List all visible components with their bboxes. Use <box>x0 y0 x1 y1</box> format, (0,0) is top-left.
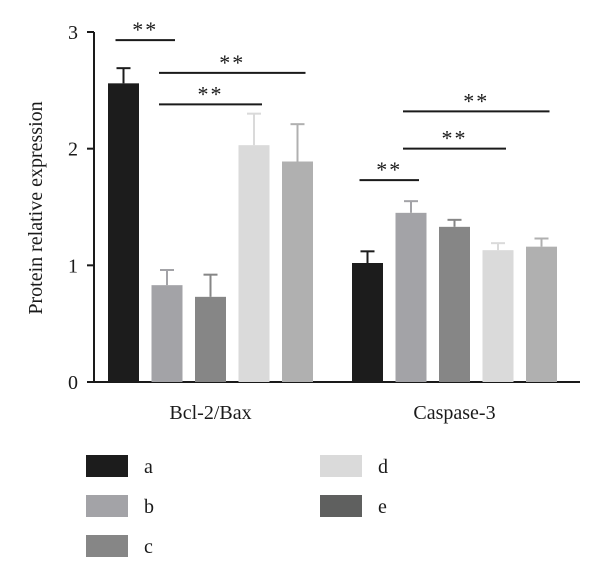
legend-swatch-a <box>86 455 128 477</box>
bars <box>108 67 557 382</box>
bar-a <box>108 83 139 382</box>
significance-label: ** <box>463 88 489 113</box>
x-category-label: Bcl-2/Bax <box>169 402 251 424</box>
bar-c <box>195 296 226 382</box>
bar-e <box>526 246 557 382</box>
bar-b <box>151 285 183 382</box>
significance-label: ** <box>442 126 468 151</box>
legend-swatch-d <box>320 455 362 477</box>
y-tick-label: 1 <box>68 255 78 277</box>
significance-label: ** <box>219 50 245 75</box>
bar-b <box>395 212 427 382</box>
x-category-label: Caspase-3 <box>413 402 495 424</box>
y-tick-label: 0 <box>68 372 78 394</box>
legend-label-a: a <box>144 456 153 478</box>
legend-swatch-b <box>86 495 128 517</box>
significance-label: ** <box>376 157 402 182</box>
bar-c <box>439 226 470 382</box>
y-tick-label: 3 <box>68 22 78 44</box>
bar-a <box>352 263 383 382</box>
legend-swatch-c <box>86 535 128 557</box>
legend-label-b: b <box>144 496 154 518</box>
y-axis-title: Protein relative expression <box>25 101 47 314</box>
legend-label-e: e <box>378 496 387 518</box>
bar-d <box>238 145 270 382</box>
legend-label-d: d <box>378 456 388 478</box>
significance-label: ** <box>198 81 224 106</box>
legend-swatch-e <box>320 495 362 517</box>
legend: abc de <box>86 455 388 558</box>
bar-e <box>282 161 313 382</box>
bar-d <box>482 250 514 382</box>
legend-label-c: c <box>144 536 153 558</box>
significance-markers: ** ** ** ** ** ** <box>115 17 550 182</box>
significance-label: ** <box>132 17 158 42</box>
y-tick-label: 2 <box>68 139 78 161</box>
